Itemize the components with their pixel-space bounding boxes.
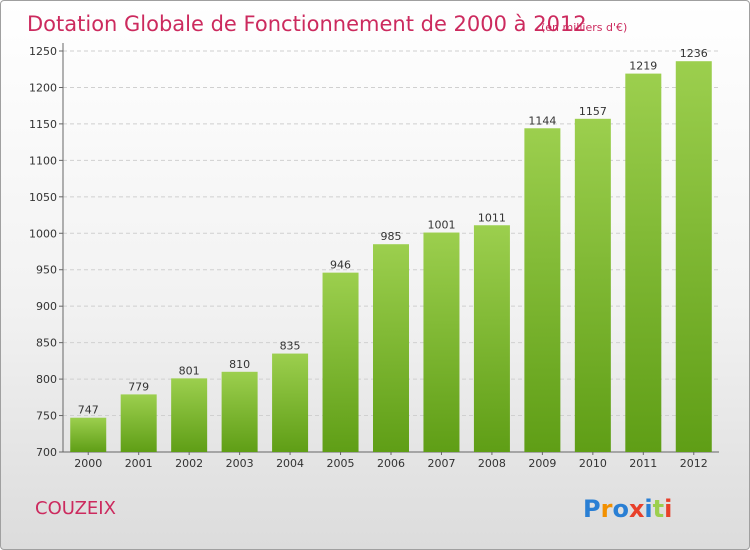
x-tick-label: 2007: [427, 457, 455, 470]
y-tick-label: 1000: [29, 227, 57, 240]
commune-name: COUZEIX: [35, 498, 116, 519]
y-tick-label: 700: [36, 446, 57, 459]
logo-letter: i: [644, 495, 652, 523]
logo-letter: r: [601, 495, 613, 523]
x-tick-label: 2004: [276, 457, 304, 470]
logo-letter: t: [653, 495, 664, 523]
data-label: 1144: [528, 114, 556, 127]
data-label: 1157: [579, 105, 607, 118]
data-label: 801: [179, 364, 200, 377]
chart-title: Dotation Globale de Fonctionnement de 20…: [27, 12, 587, 36]
y-tick-label: 1200: [29, 81, 57, 94]
y-tick-label: 950: [36, 264, 57, 277]
x-tick-label: 2001: [125, 457, 153, 470]
x-tick-label: 2008: [478, 457, 506, 470]
y-tick-label: 900: [36, 300, 57, 313]
logo-letter: x: [629, 495, 645, 523]
logo-letter: P: [583, 495, 601, 523]
bar: [524, 128, 561, 452]
data-label: 985: [381, 230, 402, 243]
x-tick-labels: 2000 2001 2002 2003 2004 2005 2006 2007 2008 2009…: [74, 452, 708, 470]
bar: [574, 118, 611, 453]
x-tick-label: 2000: [74, 457, 102, 470]
data-label: 946: [330, 259, 351, 272]
logo-letter: i: [664, 495, 672, 523]
bar: [473, 225, 510, 452]
y-tick-label: 750: [36, 410, 57, 423]
data-label: 1001: [427, 219, 455, 232]
y-tick-label: 1100: [29, 154, 57, 167]
x-tick-label: 2002: [175, 457, 203, 470]
bar: [625, 73, 662, 453]
bars: [70, 61, 712, 453]
data-label: 835: [280, 340, 301, 353]
y-tick-labels: 700 750 800 850 900 950 1000 1050 1100 1150 1200 12…: [29, 45, 57, 459]
data-label: 1236: [680, 47, 708, 60]
bar: [322, 272, 359, 452]
data-label: 1219: [629, 60, 657, 73]
x-tick-label: 2009: [528, 457, 556, 470]
proxiti-logo: Proxiti: [583, 495, 672, 523]
y-tick-label: 850: [36, 337, 57, 350]
y-tick-label: 1150: [29, 118, 57, 131]
data-label: 747: [78, 404, 99, 417]
bar: [272, 353, 309, 452]
bar: [171, 378, 208, 452]
y-tick-label: 1250: [29, 45, 57, 58]
y-tick-label: 1050: [29, 191, 57, 204]
data-label: 810: [229, 358, 250, 371]
data-label: 779: [128, 380, 149, 393]
data-label: 1011: [478, 211, 506, 224]
x-tick-label: 2010: [579, 457, 607, 470]
y-tick-label: 800: [36, 373, 57, 386]
x-tick-label: 2005: [327, 457, 355, 470]
bar: [70, 417, 107, 452]
x-tick-label: 2012: [680, 457, 708, 470]
chart-unit-note: (en milliers d'€): [541, 21, 627, 34]
x-tick-label: 2011: [629, 457, 657, 470]
bar: [373, 244, 409, 452]
bar: [120, 394, 157, 452]
x-tick-label: 2003: [226, 457, 254, 470]
logo-letter: o: [612, 495, 629, 523]
bar: [675, 61, 712, 452]
x-tick-label: 2006: [377, 457, 405, 470]
data-labels: 747 779 801 810 835 946 985 1001 1011 1144 1157 121…: [78, 47, 708, 417]
bar: [423, 232, 460, 452]
bar: [221, 371, 258, 452]
